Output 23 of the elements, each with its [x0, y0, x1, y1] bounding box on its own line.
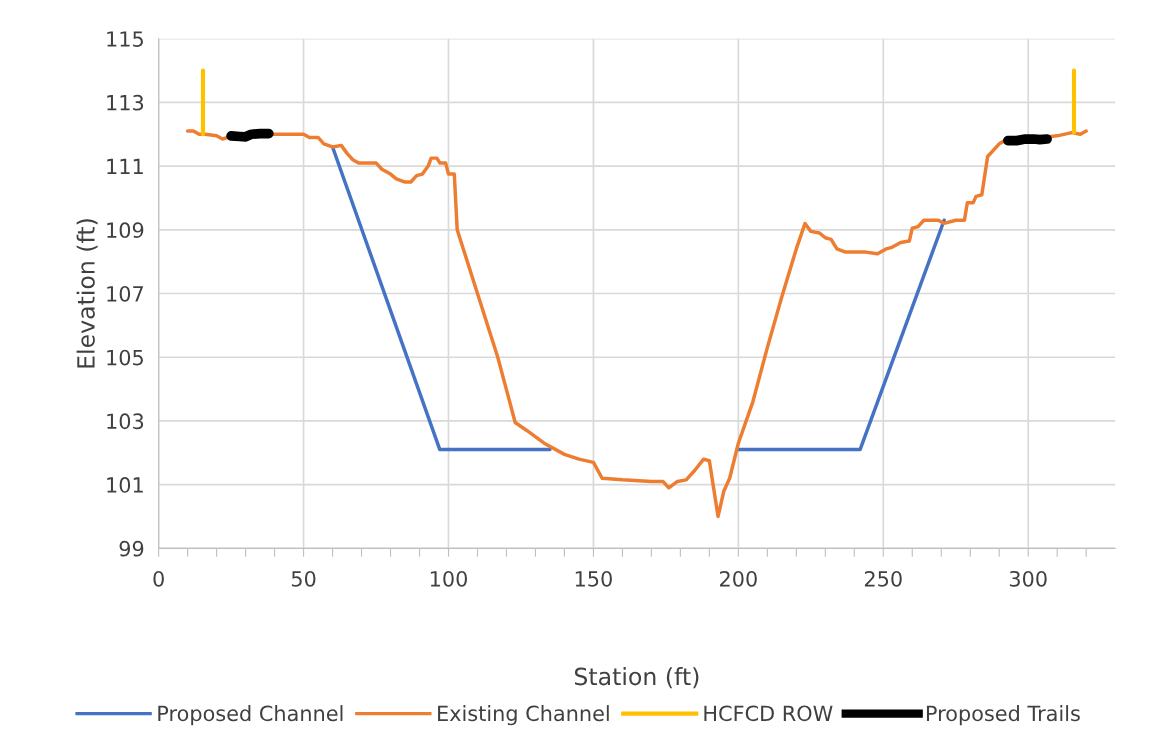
x-tick-label: 300 — [1009, 570, 1047, 587]
x-tick-label: 100 — [430, 570, 467, 587]
x-tick-label: 200 — [719, 570, 757, 587]
x-tick-label: 50 — [291, 570, 316, 587]
legend-label: HCFCD ROW — [704, 705, 833, 722]
y-tick-label: 107 — [107, 285, 143, 302]
x-tick-label: 150 — [575, 570, 612, 587]
line-series — [185, 129, 1088, 519]
y-tick-label: 105 — [107, 349, 143, 366]
legend-label: Existing Channel — [438, 705, 609, 726]
y-tick-label: 111 — [107, 158, 143, 175]
y-tick-label: 103 — [107, 413, 144, 430]
x-tick-label: 0 — [153, 570, 164, 587]
y-tick-label: 101 — [107, 477, 143, 493]
x-axis-title: Station (ft) — [574, 667, 699, 689]
legend-label: Proposed Channel — [158, 705, 343, 726]
legend-label: Proposed Trails — [926, 705, 1080, 726]
y-tick-label: 99 — [119, 540, 144, 557]
x-tick-label: 250 — [864, 570, 902, 587]
y-tick-label: 109 — [107, 222, 144, 239]
y-tick-label: 115 — [107, 31, 143, 47]
y-axis-title: Elevation (ft) — [76, 219, 98, 368]
y-tick-label: 113 — [107, 94, 144, 111]
